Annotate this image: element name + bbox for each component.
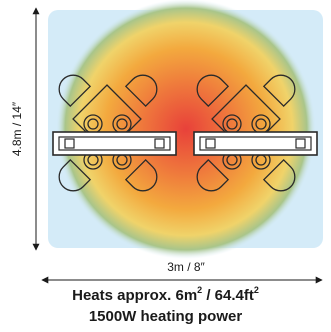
heat-coverage-gradient xyxy=(56,0,316,259)
heater-right-end-cap-1 xyxy=(205,138,216,149)
cup-left-2-inner xyxy=(116,118,128,130)
chair-left-bottom-2 xyxy=(124,158,158,192)
chair-left-bottom-1 xyxy=(58,158,92,192)
height-dimension-label: 4.8m / 14″ xyxy=(10,101,24,156)
chair-right-top-1 xyxy=(196,74,230,108)
chair-right-top-2 xyxy=(262,74,296,108)
heater-right-end-cap-2 xyxy=(295,138,306,149)
power-caption: 1500W heating power xyxy=(88,308,243,325)
chair-left-top-1 xyxy=(58,74,92,108)
heater-left-end-cap-1 xyxy=(64,138,75,149)
coverage-caption-middle: / 64.4ft xyxy=(202,287,254,304)
chair-right-bottom-2 xyxy=(262,158,296,192)
coverage-caption-prefix: Heats approx. 6m xyxy=(72,287,198,304)
cup-left-1-inner xyxy=(87,118,99,130)
coverage-caption: Heats approx. 6m2 / 64.4ft2 xyxy=(0,285,331,305)
chair-left-top-2 xyxy=(124,74,158,108)
coverage-caption-sup2: 2 xyxy=(253,285,259,295)
chair-right-bottom-1 xyxy=(196,158,230,192)
cup-right-1-inner xyxy=(226,118,238,130)
cup-right-2-inner xyxy=(255,118,267,130)
width-dimension-label: 3m / 8″ xyxy=(167,260,205,274)
coverage-caption-sup1: 2 xyxy=(197,285,203,295)
heater-left xyxy=(52,131,177,156)
heater-right xyxy=(193,131,318,156)
heater-left-end-cap-2 xyxy=(154,138,165,149)
